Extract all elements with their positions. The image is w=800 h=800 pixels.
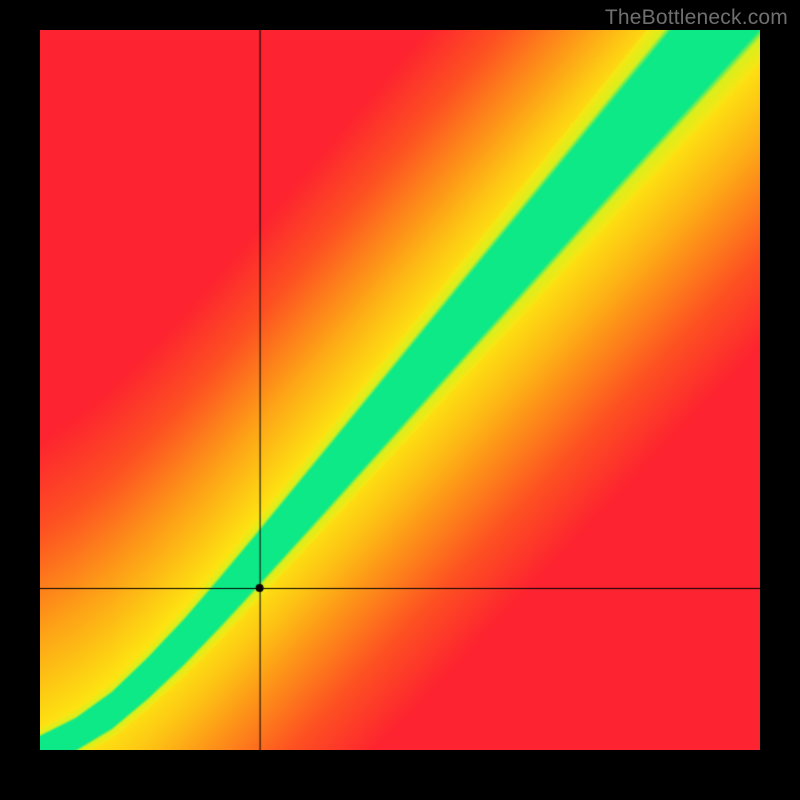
watermark-text: TheBottleneck.com <box>605 6 788 30</box>
heatmap-canvas <box>40 30 760 750</box>
bottleneck-heatmap <box>40 30 760 750</box>
